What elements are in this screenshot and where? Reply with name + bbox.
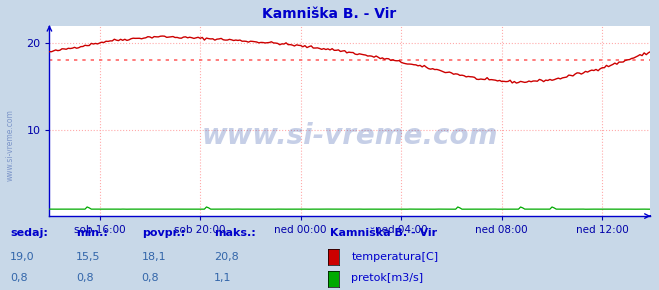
Text: pretok[m3/s]: pretok[m3/s] — [351, 273, 423, 283]
Text: Kamniška B. - Vir: Kamniška B. - Vir — [262, 7, 397, 21]
Text: www.si-vreme.com: www.si-vreme.com — [5, 109, 14, 181]
Text: 0,8: 0,8 — [76, 273, 94, 283]
Text: 18,1: 18,1 — [142, 252, 166, 262]
Text: povpr.:: povpr.: — [142, 229, 185, 238]
Text: temperatura[C]: temperatura[C] — [351, 252, 438, 262]
Text: min.:: min.: — [76, 229, 107, 238]
Text: 20,8: 20,8 — [214, 252, 239, 262]
Text: maks.:: maks.: — [214, 229, 256, 238]
Text: Kamniška B. - Vir: Kamniška B. - Vir — [330, 229, 437, 238]
Text: 0,8: 0,8 — [142, 273, 159, 283]
Text: sedaj:: sedaj: — [10, 229, 47, 238]
Text: 1,1: 1,1 — [214, 273, 232, 283]
Text: www.si-vreme.com: www.si-vreme.com — [202, 122, 498, 150]
Text: 0,8: 0,8 — [10, 273, 28, 283]
Text: 19,0: 19,0 — [10, 252, 34, 262]
Text: 15,5: 15,5 — [76, 252, 100, 262]
